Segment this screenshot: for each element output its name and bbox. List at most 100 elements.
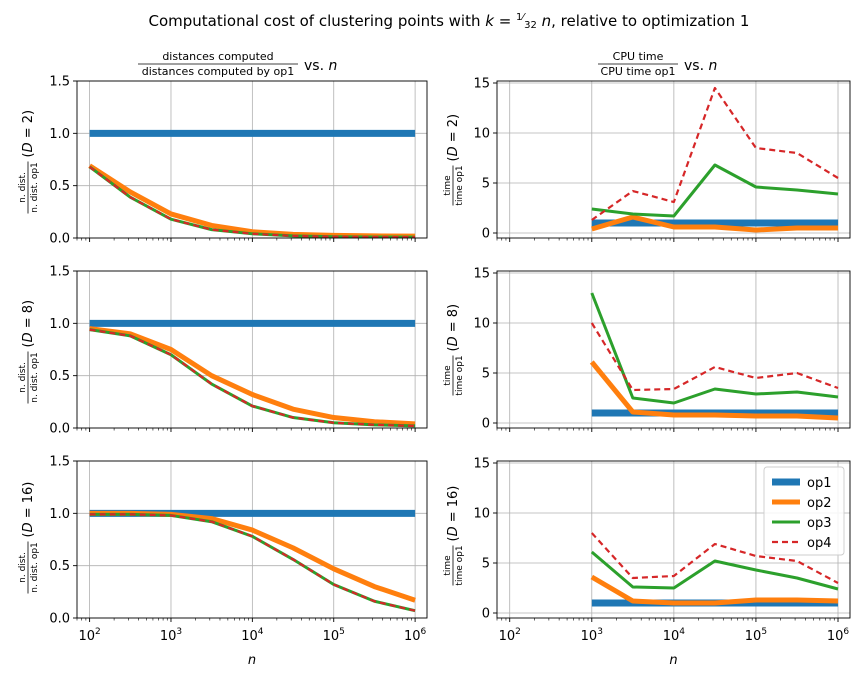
- y-tick-label: 5: [482, 557, 490, 572]
- legend-frame: [763, 466, 845, 556]
- figure-suptitle: Computational cost of clustering points …: [149, 12, 750, 31]
- y-tick-label: 0.0: [49, 232, 70, 247]
- series-group: [88, 129, 416, 238]
- y-axis-label: n. dist. n. dist. op1 (D = 8): [18, 300, 40, 404]
- y-tick-label: 0: [482, 417, 490, 432]
- x-tick-label: 104: [663, 627, 686, 644]
- y-tick-label: 0.5: [49, 559, 70, 574]
- series-line-op4: [89, 328, 416, 428]
- y-label-suffix: (D = 16): [446, 486, 461, 542]
- y-label-denominator: n. dist. op1: [30, 162, 40, 213]
- series-line-op4: [590, 322, 839, 392]
- y-tick-label: 0.5: [49, 369, 70, 384]
- y-axis-label: time time op1 (D = 2): [443, 114, 465, 206]
- y-label-numerator: n. dist.: [18, 172, 28, 203]
- y-tick-label: 5: [482, 367, 490, 382]
- y-tick-label: 0: [482, 607, 490, 622]
- y-axis-label: n. dist. n. dist. op1 (D = 16): [18, 482, 40, 594]
- legend: op1 op2 op3 op4: [763, 466, 845, 556]
- panel-3-2: 0 5 10 15 102 103 104 105 106 n time time op1 (D = 1…: [443, 457, 851, 668]
- series-group: [589, 292, 839, 421]
- series-group: [591, 86, 839, 233]
- y-label-numerator: n. dist.: [18, 362, 28, 393]
- y-label-denominator: n. dist. op1: [30, 352, 40, 403]
- x-tick-label: 106: [827, 627, 850, 644]
- y-tick-label: 1.5: [49, 75, 70, 90]
- series-line-op2: [590, 574, 839, 606]
- y-axis-label: time time op1 (D = 16): [443, 486, 465, 586]
- y-label-suffix: (D = 2): [21, 110, 36, 158]
- y-tick-label: 5: [482, 177, 490, 192]
- y-axis-label: n. dist. n. dist. op1 (D = 2): [18, 110, 40, 214]
- y-label-suffix: (D = 8): [446, 304, 461, 352]
- legend-label-op1: op1: [807, 476, 831, 491]
- y-label-numerator: time: [443, 555, 453, 576]
- panel-3-1: 0.0 0.5 1.0 1.5 102 103 104 105 106 n n. dist. n. d…: [18, 455, 428, 668]
- series-line-op2: [591, 214, 839, 233]
- y-label-denominator: n. dist. op1: [30, 542, 40, 593]
- y-tick-label: 15: [473, 457, 490, 472]
- y-label-numerator: n. dist.: [18, 552, 28, 583]
- x-axis-label: n: [669, 653, 677, 668]
- y-label-denominator: time op1: [455, 165, 465, 205]
- series-group: [590, 532, 839, 607]
- y-tick-label: 10: [473, 507, 490, 522]
- panel-2-2: 0 5 10 15 time time op1 (D = 8): [443, 267, 851, 432]
- y-label-numerator: time: [443, 175, 453, 196]
- y-tick-label: 10: [473, 127, 490, 142]
- x-axis-label: n: [248, 653, 256, 668]
- y-tick-label: 1.0: [49, 507, 70, 522]
- col-title-denominator: CPU time op1: [601, 65, 676, 78]
- y-tick-label: 1.5: [49, 265, 70, 280]
- legend-label-op2: op2: [807, 496, 831, 511]
- y-tick-label: 0: [482, 227, 490, 242]
- y-label-suffix: (D = 16): [21, 482, 36, 538]
- col-title-numerator: CPU time: [613, 50, 664, 63]
- series-line-op3: [88, 165, 416, 238]
- series-line-op3: [591, 163, 839, 218]
- series-line-op4: [591, 86, 839, 221]
- x-tick-label: 103: [160, 627, 182, 644]
- y-tick-label: 15: [473, 77, 490, 92]
- y-axis-label: time time op1 (D = 8): [443, 304, 465, 396]
- series-line-op2: [89, 326, 416, 427]
- col-title-denominator: distances computed by op1: [142, 65, 295, 78]
- y-tick-label: 1.0: [49, 317, 70, 332]
- x-tick-label: 102: [78, 627, 100, 644]
- panel-1-1: 0.0 0.5 1.0 1.5 n. dist. n. dist. op1 (D = 2) d…: [18, 50, 428, 247]
- x-tick-label: 104: [241, 627, 264, 644]
- x-tick-label: 103: [581, 627, 603, 644]
- y-tick-label: 0.0: [49, 422, 70, 437]
- y-tick-label: 0.0: [49, 612, 70, 627]
- y-label-suffix: (D = 2): [446, 114, 461, 162]
- series-line-op3: [590, 292, 839, 405]
- y-tick-label: 1.0: [49, 127, 70, 142]
- x-tick-label: 106: [404, 627, 427, 644]
- panel-2-1: 0.0 0.5 1.0 1.5 n. dist. n. dist. op1 (D = 8): [18, 265, 428, 437]
- x-tick-label: 102: [499, 627, 521, 644]
- y-tick-label: 1.5: [49, 455, 70, 470]
- y-label-denominator: time op1: [455, 545, 465, 585]
- series-group: [89, 509, 416, 613]
- col-title-numerator: distances computed: [162, 50, 273, 63]
- y-tick-label: 0.5: [49, 179, 70, 194]
- y-label-suffix: (D = 8): [21, 300, 36, 348]
- series-line-op3: [590, 550, 839, 591]
- x-tick-label: 105: [745, 627, 767, 644]
- series-line-op2: [589, 360, 839, 421]
- col-title-suffix: vs. n: [304, 58, 337, 74]
- panels: 0.00.51.01.5n. dist. n. dist. op1(D = 2)d…: [18, 50, 851, 668]
- y-label-numerator: time: [443, 365, 453, 386]
- x-tick-label: 105: [323, 627, 345, 644]
- legend-label-op4: op4: [807, 536, 831, 551]
- col-title-suffix: vs. n: [684, 58, 717, 74]
- legend-label-op3: op3: [807, 516, 831, 531]
- series-line-op4: [89, 513, 416, 612]
- y-label-denominator: time op1: [455, 355, 465, 395]
- series-group: [89, 319, 416, 428]
- y-tick-label: 15: [473, 267, 490, 282]
- panel-1-2: 0 5 10 15 time time op1 (D = 2) CPU time CPU tim…: [443, 50, 851, 242]
- series-line-op4: [590, 532, 839, 584]
- y-tick-label: 10: [473, 317, 490, 332]
